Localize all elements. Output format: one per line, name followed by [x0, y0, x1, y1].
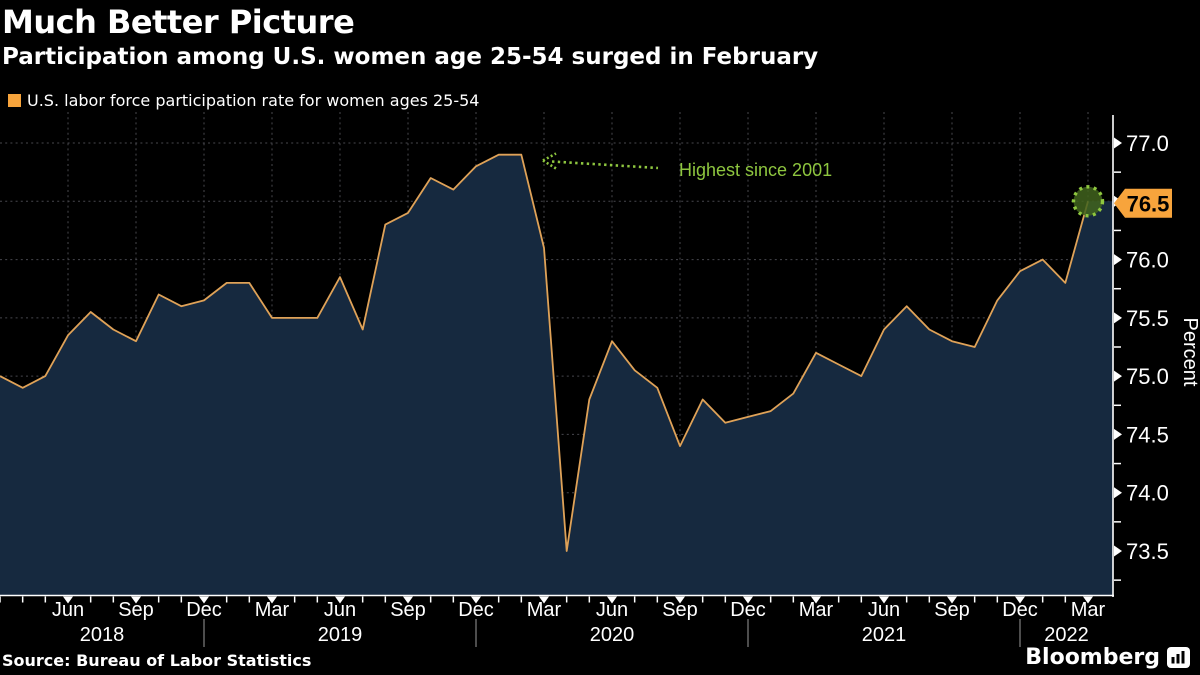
annotation-arrowhead-upper [542, 152, 557, 162]
year-label: 2022 [1044, 624, 1089, 646]
y-axis-major-tick [1114, 370, 1122, 382]
year-label: 2020 [590, 624, 635, 646]
value-tag-text: 76.5 [1127, 191, 1170, 216]
x-axis-major-tick [267, 596, 277, 604]
x-axis-major-tick [1083, 596, 1093, 604]
x-axis-major-tick [743, 596, 753, 604]
legend: U.S. labor force participation rate for … [8, 91, 479, 110]
x-axis-major-tick [1015, 596, 1025, 604]
legend-swatch-icon [8, 94, 21, 107]
x-axis-major-tick [879, 596, 889, 604]
y-axis-major-tick [1114, 137, 1122, 149]
x-axis-major-tick [675, 596, 685, 604]
x-tick-month-label: Mar [799, 599, 834, 621]
x-tick-month-label: Dec [730, 599, 766, 621]
x-tick-month-label: Dec [458, 599, 494, 621]
y-tick-label: 73.5 [1126, 539, 1169, 564]
year-label: 2021 [862, 624, 907, 646]
legend-label: U.S. labor force participation rate for … [27, 91, 480, 110]
source-credit: Source: Bureau of Labor Statistics [2, 651, 312, 670]
x-tick-month-label: Dec [1002, 599, 1038, 621]
x-tick-month-label: Jun [868, 599, 900, 621]
page-title: Much Better Picture [2, 3, 355, 41]
y-axis-major-tick [1114, 545, 1122, 557]
x-tick-month-label: Dec [186, 599, 222, 621]
y-axis-major-tick [1114, 312, 1122, 324]
x-tick-month-label: Mar [1071, 599, 1106, 621]
data-line [0, 153, 1089, 552]
year-label: 2019 [318, 624, 363, 646]
x-tick-month-label: Sep [390, 599, 426, 621]
value-tag [1114, 188, 1172, 218]
x-tick-month-label: Mar [255, 599, 290, 621]
x-tick-month-label: Mar [527, 599, 562, 621]
x-axis-major-tick [811, 596, 821, 604]
y-axis-title: Percent [1179, 318, 1200, 387]
y-tick-label: 75.5 [1126, 306, 1169, 331]
x-tick-month-label: Jun [596, 599, 628, 621]
y-tick-label: 75.0 [1126, 364, 1169, 389]
x-tick-month-label: Sep [934, 599, 970, 621]
y-axis-major-tick [1114, 487, 1122, 499]
x-tick-month-label: Sep [118, 599, 154, 621]
x-tick-month-label: Sep [662, 599, 698, 621]
x-axis-major-tick [403, 596, 413, 604]
x-axis-major-tick [63, 596, 73, 604]
x-tick-month-label: Jun [52, 599, 84, 621]
page-subtitle: Participation among U.S. women age 25-54… [2, 44, 819, 70]
x-axis-major-tick [335, 596, 345, 604]
y-tick-label: 76.0 [1126, 248, 1169, 273]
annotation-arrow-line [551, 160, 659, 170]
bloomberg-wordmark: Bloomberg [1025, 645, 1160, 670]
y-axis-major-tick [1114, 254, 1122, 266]
x-tick-month-label: Jun [324, 599, 356, 621]
area-fill [0, 154, 1113, 595]
bloomberg-brand: Bloomberg [1025, 645, 1190, 670]
x-axis-major-tick [539, 596, 549, 604]
year-label: 2018 [80, 624, 125, 646]
annotation-text: Highest since 2001 [679, 160, 832, 180]
bloomberg-logo-icon [1167, 647, 1190, 668]
x-axis-major-tick [947, 596, 957, 604]
end-marker-circle [1071, 185, 1105, 218]
x-axis-major-tick [471, 596, 481, 604]
y-tick-label: 77.0 [1126, 131, 1169, 156]
y-tick-label: 74.0 [1126, 481, 1169, 506]
x-axis-major-tick [199, 596, 209, 604]
y-axis-major-tick [1114, 428, 1122, 440]
y-tick-label: 74.5 [1126, 422, 1169, 447]
x-axis-major-tick [607, 596, 617, 604]
x-axis-major-tick [131, 596, 141, 604]
